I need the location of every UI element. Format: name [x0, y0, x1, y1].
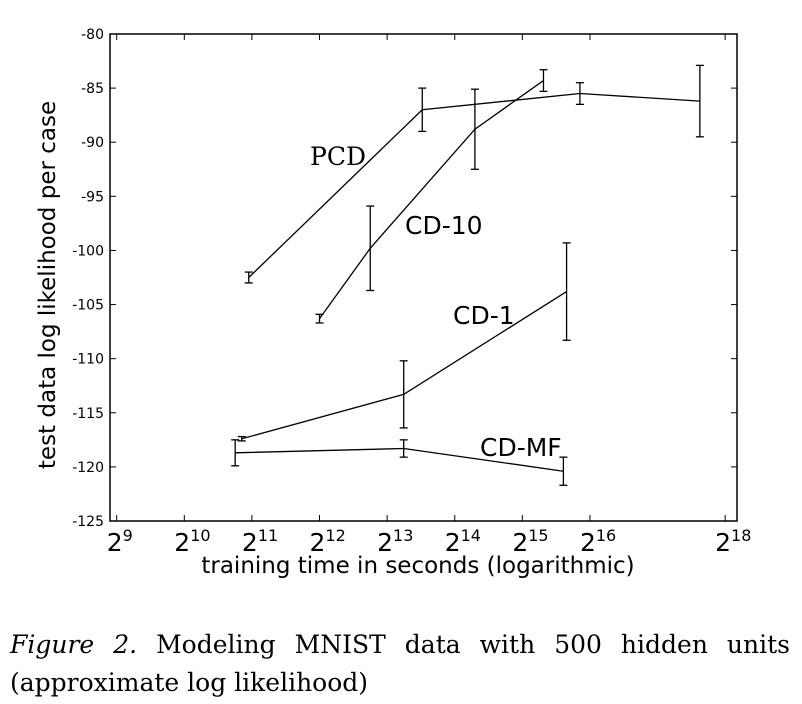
x-tick-exponent: 18	[731, 526, 751, 545]
series-label: CD-MF	[480, 433, 562, 462]
y-tick-label: -90	[81, 135, 104, 151]
y-tick-label: -85	[81, 81, 104, 97]
plot-frame	[109, 33, 738, 522]
x-tick-exponent: 15	[528, 526, 548, 545]
x-tick-exponent: 12	[325, 526, 345, 545]
y-tick-label: -80	[81, 27, 104, 43]
x-tick-exponent: 10	[190, 526, 210, 545]
chart-svg: -80 -85 -90 -95 -100 -105 -110 -115 -120 -125 29 2…	[35, 27, 751, 579]
y-tick-label: -95	[81, 189, 104, 205]
series-group	[231, 64, 704, 486]
caption-text: Modeling MNIST data with 500 hidden unit…	[10, 630, 790, 697]
series-labels: PCD CD-10 CD-1 CD-MF	[310, 142, 562, 462]
y-tick-label: -120	[72, 460, 104, 476]
y-axis-ticks: -80 -85 -90 -95 -100 -105 -110 -115 -120 -125	[72, 27, 737, 530]
x-tick-exponent: 14	[461, 526, 481, 545]
series-line	[248, 92, 700, 278]
x-axis-label: training time in seconds (logarithmic)	[201, 553, 634, 579]
x-tick-label: 29	[107, 526, 133, 557]
series-label: PCD	[310, 142, 366, 171]
figure-caption: Figure 2. Modeling MNIST data with 500 h…	[10, 626, 790, 702]
y-tick-label: -100	[72, 243, 104, 259]
chart-figure: -80 -85 -90 -95 -100 -105 -110 -115 -120 -125 29 2…	[35, 27, 751, 579]
series-label: CD-1	[453, 301, 515, 330]
y-axis-label: test data log likelihood per case	[35, 101, 61, 469]
series-line	[318, 80, 544, 320]
x-tick-exponent: 13	[393, 526, 413, 545]
series-label: CD-10	[405, 211, 483, 240]
y-tick-label: -125	[72, 514, 104, 530]
y-tick-label: -115	[72, 406, 104, 422]
y-tick-label: -105	[72, 298, 104, 314]
x-tick-exponent: 9	[123, 526, 133, 545]
x-axis-ticks: 29 210 211 212 213 214 215 216 218	[107, 34, 751, 557]
x-tick-exponent: 16	[596, 526, 616, 545]
y-tick-label: -110	[72, 352, 104, 368]
x-tick-label: 218	[715, 526, 751, 557]
x-tick-exponent: 11	[258, 526, 278, 545]
caption-label: Figure 2.	[10, 630, 138, 659]
